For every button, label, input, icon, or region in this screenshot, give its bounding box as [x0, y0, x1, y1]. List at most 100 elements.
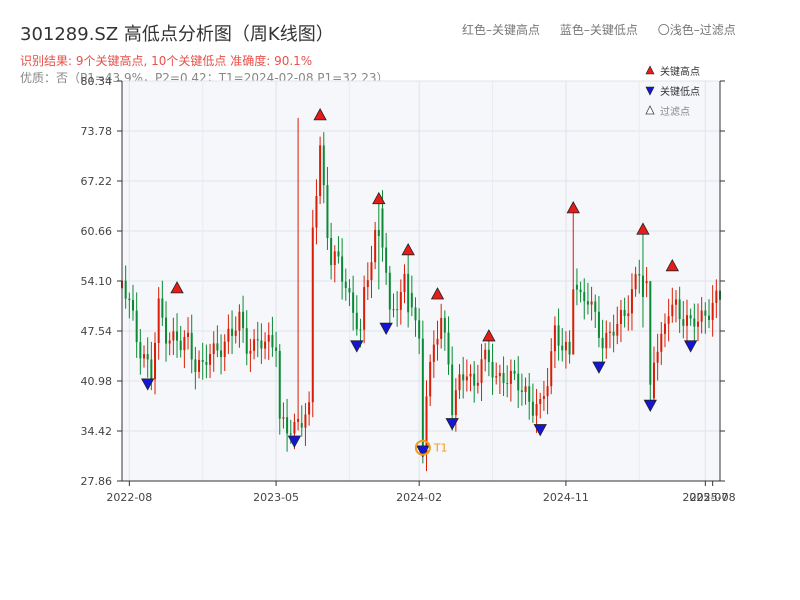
- key-low-marker: [287, 435, 302, 448]
- candle-body: [201, 359, 204, 362]
- candle-body: [377, 229, 380, 237]
- y-tick-label: 47.54: [81, 325, 113, 338]
- candle-body: [245, 328, 248, 354]
- legend-high-marker: [645, 65, 655, 75]
- key-high-marker: [401, 242, 415, 256]
- candle-body: [432, 344, 435, 362]
- candle-body: [231, 328, 234, 336]
- candle-body: [161, 298, 164, 318]
- key-high-marker: [313, 108, 327, 121]
- candle-body: [715, 290, 718, 303]
- candle-body: [311, 227, 314, 403]
- candle-body: [392, 309, 395, 311]
- candle-body: [396, 309, 399, 311]
- candle-body: [682, 319, 685, 326]
- candle-body: [542, 396, 545, 400]
- key-low-marker: [379, 322, 393, 336]
- candle-body: [418, 320, 421, 339]
- candle-body: [502, 372, 505, 384]
- candle-body: [484, 349, 487, 360]
- color-key: 红色–关键高点 蓝色–关键低点 〇浅色–过滤点: [462, 21, 752, 38]
- candle-body: [194, 359, 197, 372]
- y-tick-label: 34.42: [81, 425, 113, 438]
- candle-body: [619, 309, 622, 324]
- legend-low-marker: [645, 86, 655, 96]
- candle-body: [322, 145, 325, 186]
- candle-body: [638, 274, 641, 276]
- candle-body: [506, 383, 509, 385]
- candle-body: [495, 376, 498, 378]
- candle-body: [627, 313, 630, 317]
- candle-body: [300, 423, 303, 428]
- candle-body: [179, 340, 182, 351]
- candle-body: [674, 299, 677, 305]
- candle-body: [671, 304, 674, 317]
- key-low-marker: [416, 445, 430, 458]
- candle-body: [124, 280, 127, 299]
- candle-body: [337, 251, 340, 257]
- x-tick-label: 2022-08: [106, 491, 152, 504]
- candle-body: [597, 311, 600, 338]
- candle-body: [616, 323, 619, 336]
- candle-body: [634, 274, 637, 290]
- candle-body: [594, 301, 597, 312]
- candle-body: [352, 292, 355, 313]
- candle-body: [645, 281, 648, 284]
- legend-label: 关键高点: [660, 65, 700, 78]
- candle-body: [520, 390, 523, 393]
- candle-body: [535, 404, 538, 416]
- y-tick-label: 67.22: [81, 175, 113, 188]
- y-tick-label: 40.98: [81, 375, 113, 388]
- candle-body: [689, 315, 692, 319]
- candle-body: [414, 307, 417, 321]
- candle-body: [462, 374, 465, 381]
- candle-body: [513, 370, 516, 374]
- key-low-marker: [445, 418, 459, 431]
- candle-body: [561, 345, 564, 351]
- candle-body: [480, 359, 483, 383]
- key-high-marker: [430, 287, 445, 300]
- candle-body: [370, 262, 373, 281]
- candle-body: [330, 238, 333, 266]
- candle-body: [297, 418, 300, 422]
- candle-body: [491, 361, 494, 378]
- candle-body: [425, 396, 428, 453]
- candle-body: [579, 289, 582, 293]
- x-tick-label: 2024-02: [396, 491, 442, 504]
- candle-body: [238, 311, 241, 331]
- candle-body: [157, 298, 160, 343]
- candle-body: [711, 302, 714, 320]
- candle-body: [454, 390, 457, 416]
- color-key-blue: 蓝色–关键低点: [559, 23, 638, 37]
- candle-body: [172, 331, 175, 341]
- candle-body: [509, 370, 512, 384]
- candle-body: [553, 325, 556, 352]
- candle-body: [139, 342, 142, 359]
- candle-body: [652, 362, 655, 399]
- candle-body: [630, 289, 633, 314]
- key-low-marker: [141, 378, 155, 391]
- key-low-marker: [350, 340, 364, 353]
- candle-body: [249, 350, 252, 354]
- key-low-marker: [683, 340, 698, 353]
- candle-body: [663, 323, 666, 334]
- candle-body: [150, 359, 153, 380]
- y-tick-label: 54.10: [81, 275, 113, 288]
- candle-body: [209, 353, 212, 365]
- candle-body: [476, 382, 479, 386]
- candle-body: [128, 298, 131, 301]
- candle-body: [531, 401, 534, 416]
- candle-body: [575, 284, 578, 290]
- candle-body: [381, 208, 384, 248]
- candle-body: [572, 289, 575, 355]
- y-tick-label: 60.66: [81, 225, 113, 238]
- candle-body: [260, 340, 263, 349]
- candle-body: [685, 315, 688, 326]
- candle-body: [498, 372, 501, 377]
- candle-body: [344, 281, 347, 289]
- candle-body: [341, 256, 344, 282]
- candle-body: [421, 338, 424, 453]
- candle-body: [528, 386, 531, 402]
- candle-body: [183, 337, 186, 351]
